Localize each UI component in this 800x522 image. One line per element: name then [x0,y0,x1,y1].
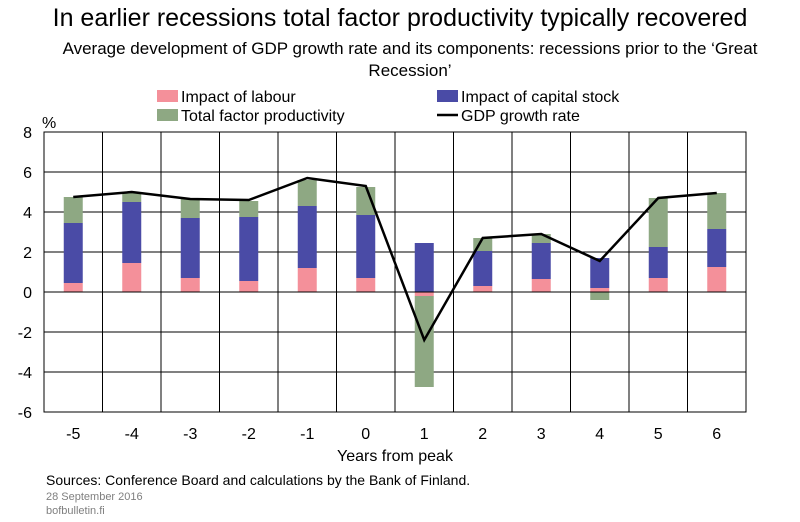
x-tick-label: -1 [300,426,314,443]
bar-impact-of-capital-stock [239,217,259,281]
x-tick-label: 3 [537,426,546,443]
bar-impact-of-labour [414,292,434,296]
y-tick-label: 4 [23,205,32,222]
bar-impact-of-labour [531,279,551,292]
x-tick-label: -2 [242,426,256,443]
legend-label-impact-of-capital-stock: Impact of capital stock [461,89,620,106]
bar-impact-of-capital-stock [531,243,551,279]
bar-impact-of-labour [180,278,200,292]
bar-total-factor-productivity [356,187,376,215]
bar-total-factor-productivity [297,180,317,206]
y-tick-label: -6 [18,405,32,422]
bar-impact-of-capital-stock [707,229,727,267]
bar-impact-of-capital-stock [297,206,317,268]
legend-label-total-factor-productivity: Total factor productivity [181,108,345,125]
x-tick-label: -4 [125,426,139,443]
y-tick-label: -4 [18,365,32,382]
x-tick-label: 4 [595,426,604,443]
chart-subtitle: Average development of GDP growth rate a… [62,39,758,80]
legend: Impact of labour Total factor productivit… [157,89,620,125]
legend-swatch-impact-of-capital-stock [437,90,458,102]
sources-note: Sources: Conference Board and calculatio… [46,472,471,488]
legend-swatch-total-factor-productivity [157,109,178,121]
y-tick-label: 6 [23,165,32,182]
x-tick-label: 5 [654,426,663,443]
bar-total-factor-productivity [648,198,668,247]
x-tick-label: 0 [361,426,370,443]
chart-title: In earlier recessions total factor produ… [52,4,748,32]
bar-impact-of-labour [63,283,83,292]
x-tick-label: -3 [183,426,197,443]
legend-label-impact-of-labour: Impact of labour [181,89,296,106]
legend-label-gdp-growth-rate: GDP growth rate [461,108,580,125]
bar-impact-of-capital-stock [63,223,83,283]
x-tick-label: 6 [712,426,721,443]
x-tick-label: 1 [420,426,429,443]
bar-impact-of-capital-stock [648,247,668,278]
legend-swatch-impact-of-labour [157,90,178,102]
bar-impact-of-labour [648,278,668,292]
bar-total-factor-productivity [239,201,259,217]
bar-total-factor-productivity [590,292,610,300]
bar-impact-of-labour [707,267,727,292]
bar-impact-of-capital-stock [122,202,142,263]
bar-impact-of-capital-stock [414,243,434,292]
bar-impact-of-capital-stock [590,258,610,288]
x-tick-label: 2 [478,426,487,443]
bar-total-factor-productivity [63,197,83,223]
plot-area: -6 -4 -2 0 2 4 6 8% -5 -4 -3 -2 -1 0 1 2 3 4 5 6 Years from … [18,115,747,465]
y-tick-label: 8 [23,125,32,142]
y-tick-label: 2 [23,245,32,262]
site-note: bofbulletin.fi [46,505,105,517]
bar-impact-of-labour [356,278,376,292]
bar-impact-of-labour [122,263,142,292]
y-tick-label: 0 [23,285,32,302]
bar-impact-of-labour [473,286,493,292]
bar-impact-of-labour [297,268,317,292]
date-note: 28 September 2016 [46,491,143,503]
bar-impact-of-labour [590,288,610,292]
series-line-gdp [73,176,717,343]
bar-impact-of-capital-stock [473,251,493,286]
bar-impact-of-capital-stock [356,215,376,278]
y-tick-label: -2 [18,325,32,342]
bar-total-factor-productivity [180,199,200,218]
bar-total-factor-productivity [122,193,142,202]
bar-total-factor-productivity [707,193,727,229]
x-axis-label: Years from peak [337,448,454,465]
y-axis-unit: % [42,115,56,132]
bar-impact-of-capital-stock [180,218,200,278]
x-tick-label: -5 [66,426,80,443]
bar-impact-of-labour [239,281,259,292]
bar-total-factor-productivity [531,234,551,243]
